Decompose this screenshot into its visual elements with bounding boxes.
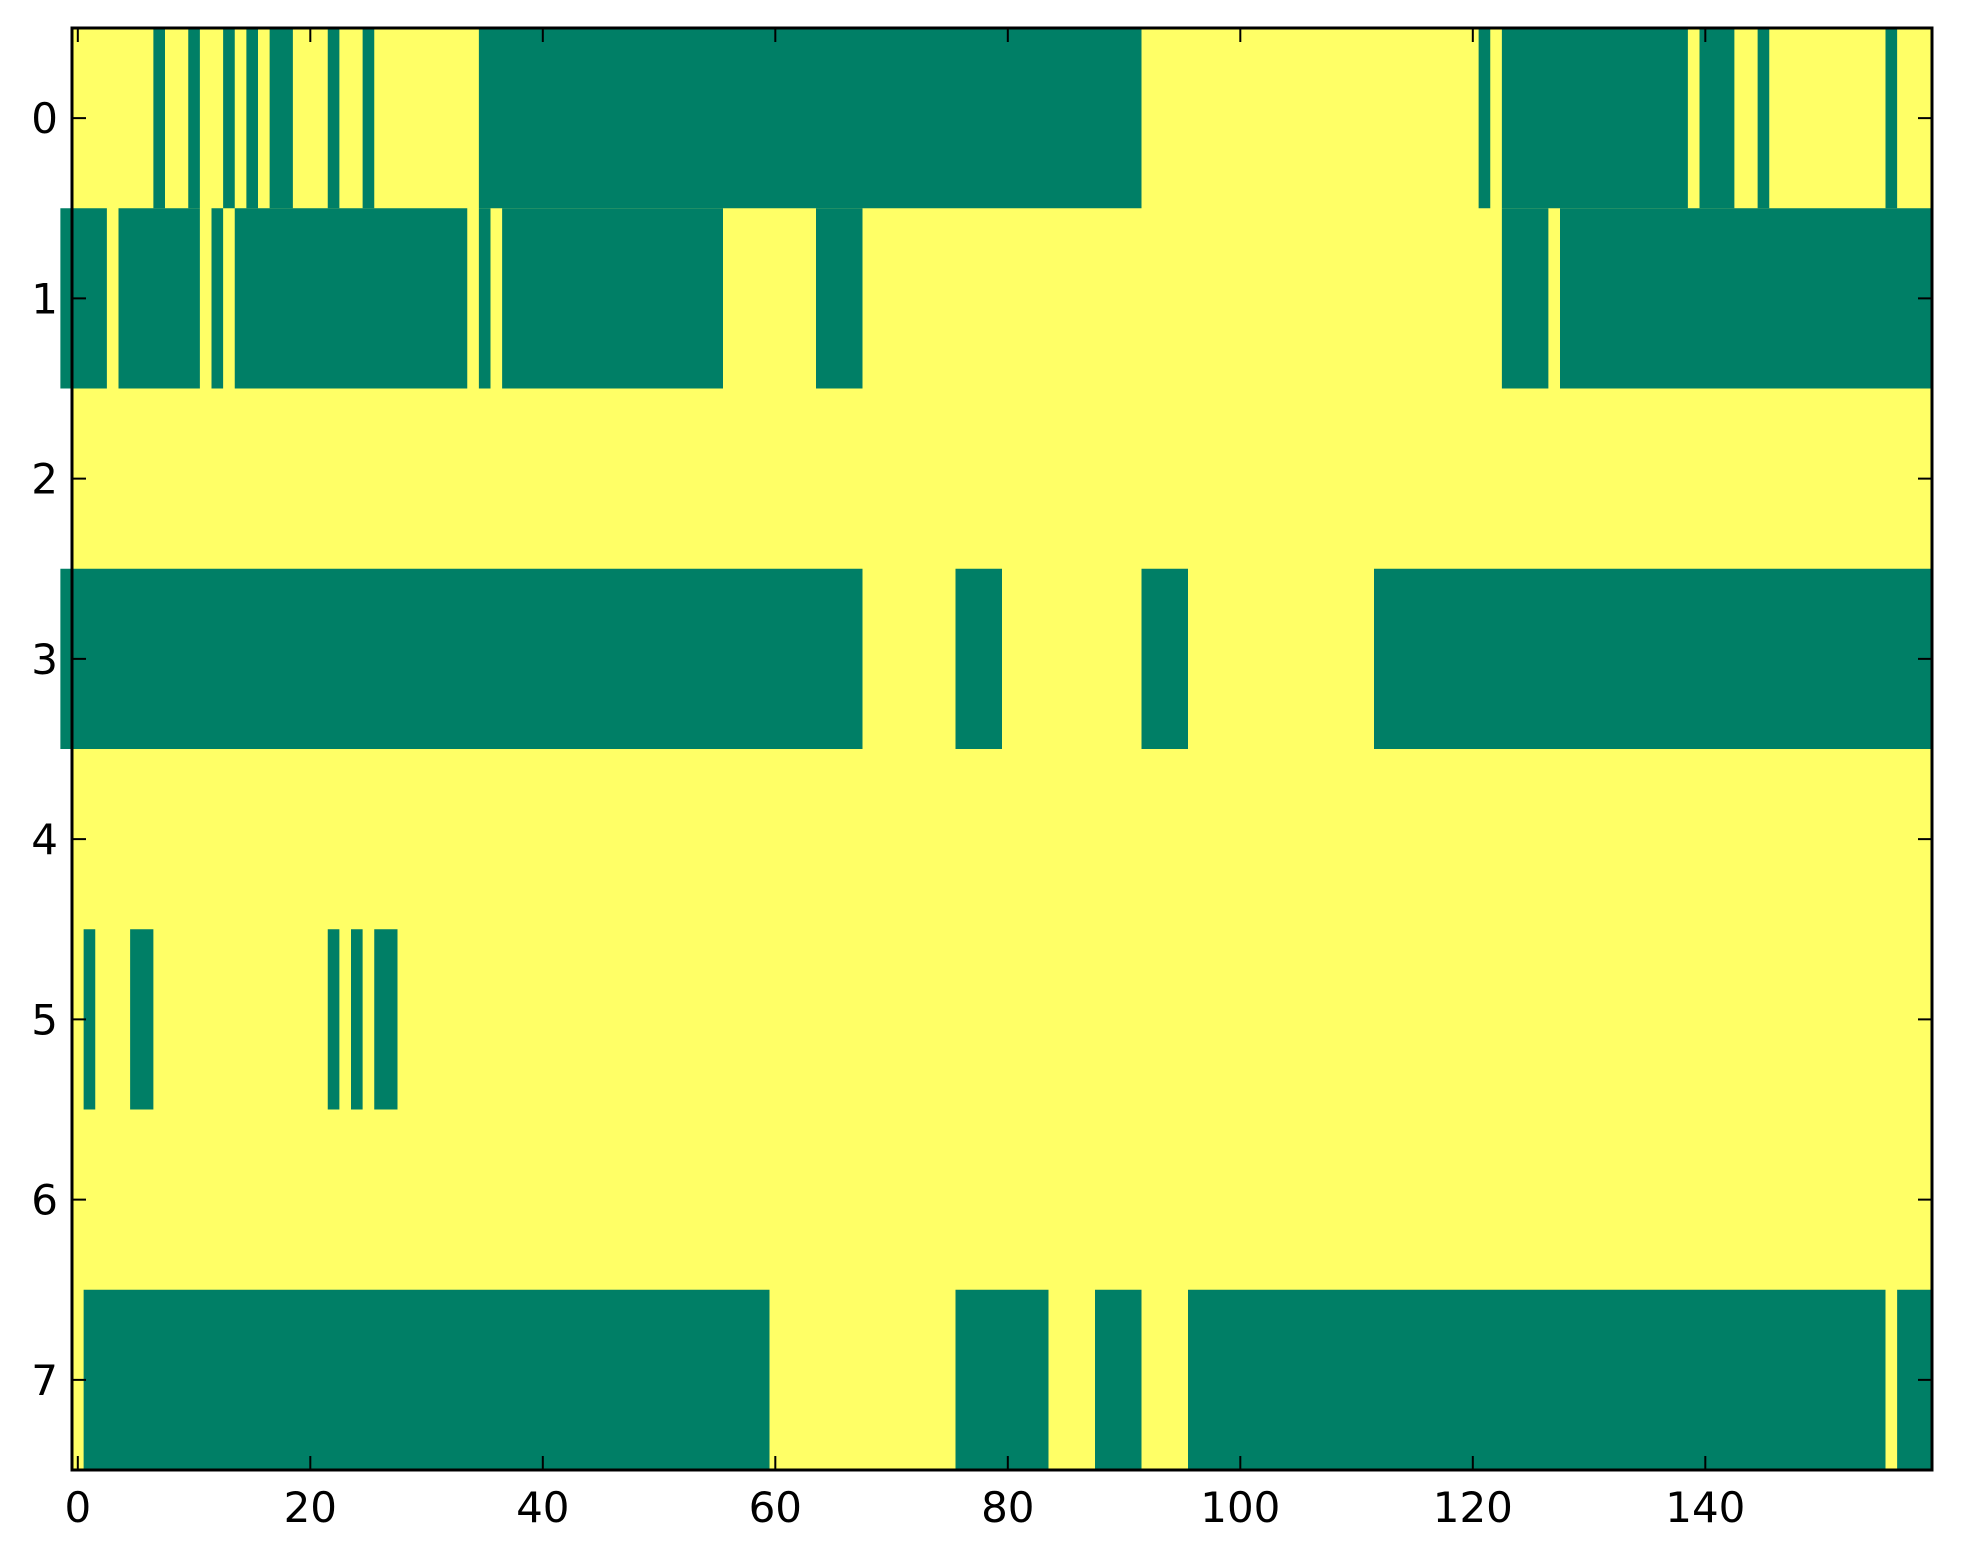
- heatmap-cell-run-row3-0: [60, 568, 863, 749]
- heatmap-cell-run-row1-6: [816, 208, 863, 389]
- heatmap-cell-run-row1-7: [1501, 208, 1549, 389]
- heatmap-cell-run-row1-4: [478, 208, 491, 389]
- heatmap-cell-run-row0-11: [1757, 28, 1770, 209]
- heatmap-cell-run-row7-3: [1188, 1289, 1886, 1470]
- x-tick-label: 0: [64, 1483, 91, 1532]
- heatmap-cells: [60, 28, 1932, 1470]
- y-tick-label: 2: [31, 455, 58, 504]
- x-tick-label: 100: [1200, 1483, 1280, 1532]
- heatmap-cell-run-row7-1: [955, 1289, 1049, 1470]
- x-tick-label: 20: [284, 1483, 337, 1532]
- heatmap-cell-run-row0-4: [269, 28, 293, 209]
- heatmap-cell-run-row5-0: [83, 929, 96, 1110]
- heatmap-cell-run-row0-9: [1501, 28, 1688, 209]
- plot-frame: [70, 26, 1934, 1472]
- y-tick-label: 5: [31, 995, 58, 1044]
- x-tick-label: 60: [749, 1483, 802, 1532]
- heatmap-cell-run-row0-5: [327, 28, 340, 209]
- heatmap-cell-run-row3-3: [1374, 568, 1932, 749]
- heatmap-cell-run-row0-8: [1478, 28, 1491, 209]
- heatmap-cell-run-row5-3: [351, 929, 363, 1110]
- heatmap-cell-run-row0-3: [246, 28, 258, 209]
- heatmap-cell-run-row1-3: [234, 208, 468, 389]
- heatmap-cell-run-row5-2: [327, 929, 340, 1110]
- heatmap-cell-run-row1-5: [502, 208, 723, 389]
- heatmap-cell-run-row7-0: [83, 1289, 770, 1470]
- y-tick-label: 3: [31, 635, 58, 684]
- y-tick-label: 7: [31, 1356, 58, 1405]
- heatmap-cell-run-row3-2: [1141, 568, 1188, 749]
- y-tick-label: 6: [31, 1176, 58, 1225]
- heatmap-cell-run-row5-4: [374, 929, 398, 1110]
- heatmap-cell-run-row0-2: [223, 28, 235, 209]
- heatmap-cell-run-row0-0: [153, 28, 165, 209]
- axis-ticks: [72, 28, 1932, 1470]
- y-tick-label: 4: [31, 815, 58, 864]
- heatmap-cell-run-row0-1: [188, 28, 200, 209]
- x-tick-label: 40: [516, 1483, 569, 1532]
- heatmap-cell-run-row0-6: [362, 28, 375, 209]
- heatmap-cell-run-row0-7: [478, 28, 1142, 209]
- y-tick-label: 0: [31, 94, 58, 143]
- heatmap-cell-run-row0-12: [1885, 28, 1898, 209]
- x-tick-label: 140: [1665, 1483, 1745, 1532]
- y-tick-label: 1: [31, 274, 58, 323]
- heatmap-cell-run-row0-10: [1699, 28, 1735, 209]
- x-tick-label: 120: [1433, 1483, 1513, 1532]
- axis-tick-labels: 0 20 40 60 80 100 120 140 0 1 2 3 4 5 6 7: [31, 94, 1745, 1532]
- x-tick-label: 80: [981, 1483, 1034, 1532]
- heatmap-cell-run-row3-1: [955, 568, 1002, 749]
- heatmap-cell-run-row1-8: [1560, 208, 1932, 389]
- heatmap-cell-run-row7-2: [1095, 1289, 1142, 1470]
- heatmap-cell-run-row1-2: [211, 208, 224, 389]
- heatmap-cell-run-row5-1: [130, 929, 154, 1110]
- heatmap-cell-run-row1-1: [118, 208, 200, 389]
